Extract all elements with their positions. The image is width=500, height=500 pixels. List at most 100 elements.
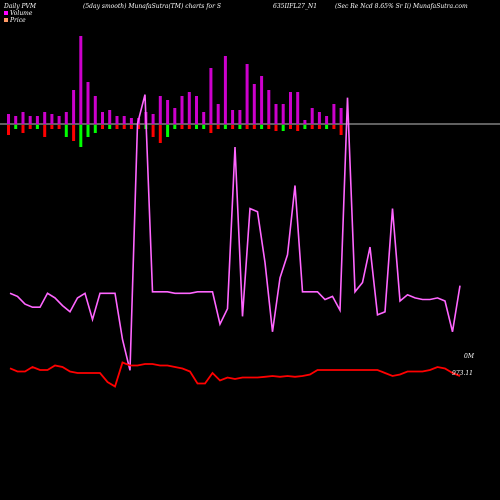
volume-bar-down bbox=[216, 125, 220, 129]
volume-bar-down bbox=[332, 125, 336, 129]
volume-bar-up bbox=[339, 108, 343, 124]
header-smooth: (5day smooth) MunafaSutra(TM) charts for… bbox=[83, 3, 221, 10]
volume-bar-down bbox=[231, 125, 235, 129]
volume-bar-down bbox=[173, 125, 177, 129]
volume-bar-down bbox=[209, 125, 213, 133]
volume-bar-down bbox=[166, 125, 170, 137]
volume-bar-up bbox=[231, 110, 235, 124]
volume-bar-up bbox=[7, 114, 10, 124]
volume-bar-down bbox=[289, 125, 292, 129]
volume-bar-up bbox=[202, 112, 206, 124]
volume-bar-up bbox=[209, 68, 213, 124]
volume-bar-up bbox=[79, 36, 83, 124]
volume-bar-up bbox=[108, 110, 112, 124]
legend-volume-label: Volume bbox=[10, 10, 33, 17]
volume-bar-up bbox=[274, 104, 278, 124]
price-right-label: 973.11 bbox=[452, 370, 473, 377]
legend-volume-swatch bbox=[4, 11, 8, 15]
volume-bar-down bbox=[252, 125, 256, 129]
volume-bar-down bbox=[303, 125, 307, 129]
volume-bar-down bbox=[296, 125, 300, 131]
volume-bar-up bbox=[21, 112, 25, 124]
volume-bar-up bbox=[260, 76, 264, 124]
volume-bar-down bbox=[180, 125, 184, 129]
volume-bar-up bbox=[28, 116, 32, 124]
volume-bar-down bbox=[325, 125, 329, 129]
volume-bar-up bbox=[180, 96, 184, 124]
volume-bar-up bbox=[289, 92, 292, 124]
volume-bar-down bbox=[35, 125, 39, 129]
volume-bar-up bbox=[173, 108, 177, 124]
volume-bar-up bbox=[223, 56, 227, 124]
volume-bar-down bbox=[43, 125, 47, 137]
volume-bar-up bbox=[64, 112, 68, 124]
header-symbol: 635IIFL27_N1 bbox=[273, 3, 317, 10]
volume-bar-down bbox=[101, 125, 104, 129]
legend-price-label: Price bbox=[9, 17, 26, 24]
volume-bar-up bbox=[115, 116, 119, 124]
volume-bar-down bbox=[108, 125, 112, 129]
volume-bar-down bbox=[245, 125, 249, 129]
volume-bar-down bbox=[115, 125, 119, 129]
volume-bar-down bbox=[28, 125, 32, 129]
volume-bar-up bbox=[303, 120, 307, 124]
volume-bar-up bbox=[57, 116, 61, 124]
volume-bar-up bbox=[245, 64, 249, 124]
volume-bar-up bbox=[43, 112, 47, 124]
volume-bar-up bbox=[281, 104, 285, 124]
volume-bar-up bbox=[325, 116, 329, 124]
volume-bar-down bbox=[129, 125, 133, 129]
header-right: (Sec Re Ncd 8.65% Sr Ii) MunafaSutra.com bbox=[335, 3, 468, 10]
volume-bar-up bbox=[86, 82, 90, 124]
volume-bar-up bbox=[310, 108, 314, 124]
volume-bar-up bbox=[35, 116, 39, 124]
volume-bar-up bbox=[72, 90, 76, 124]
volume-bar-up bbox=[151, 114, 155, 124]
volume-bar-up bbox=[252, 84, 256, 124]
volume-bar-down bbox=[50, 125, 54, 129]
volume-bar-down bbox=[158, 125, 162, 143]
price-line bbox=[9, 361, 461, 388]
volume-bar-up bbox=[93, 96, 97, 124]
header-left: Daily PVM bbox=[3, 3, 37, 10]
volume-right-label: 0M bbox=[464, 353, 475, 360]
volume-bar-down bbox=[260, 125, 264, 129]
volume-bar-down bbox=[21, 125, 25, 133]
volume-bar-down bbox=[339, 125, 343, 135]
volume-bar-down bbox=[267, 125, 271, 129]
volume-bar-up bbox=[317, 112, 321, 124]
legend-price-swatch bbox=[4, 18, 8, 22]
line-series bbox=[9, 94, 461, 388]
volume-bar-down bbox=[202, 125, 206, 129]
volume-bar-up bbox=[238, 110, 242, 124]
volume-bar-down bbox=[317, 125, 321, 129]
volume-bar-down bbox=[187, 125, 191, 129]
volume-bar-down bbox=[14, 125, 18, 129]
volume-bar-down bbox=[93, 125, 97, 133]
volume-bars bbox=[7, 36, 343, 147]
volume-bar-up bbox=[296, 92, 300, 124]
volume-bar-up bbox=[50, 114, 54, 124]
volume-bar-down bbox=[195, 125, 198, 129]
volume-bar-down bbox=[151, 125, 155, 137]
volume-bar-down bbox=[274, 125, 278, 131]
volume-bar-up bbox=[158, 96, 162, 124]
volume-bar-up bbox=[129, 118, 133, 124]
volume-bar-down bbox=[238, 125, 242, 129]
volume-bar-up bbox=[166, 100, 170, 124]
volume-bar-up bbox=[187, 92, 191, 124]
volume-bar-up bbox=[122, 116, 126, 124]
volume-bar-down bbox=[310, 125, 314, 129]
volume-bar-down bbox=[223, 125, 227, 129]
volume-bar-down bbox=[79, 125, 83, 147]
volume-bar-down bbox=[72, 125, 76, 141]
volume-bar-down bbox=[137, 125, 141, 129]
volume-bar-up bbox=[14, 116, 18, 124]
volume-bar-down bbox=[281, 125, 285, 131]
volume-bar-up bbox=[101, 112, 104, 124]
volume-line bbox=[9, 94, 461, 371]
volume-bar-up bbox=[195, 96, 198, 124]
volume-bar-down bbox=[86, 125, 90, 137]
